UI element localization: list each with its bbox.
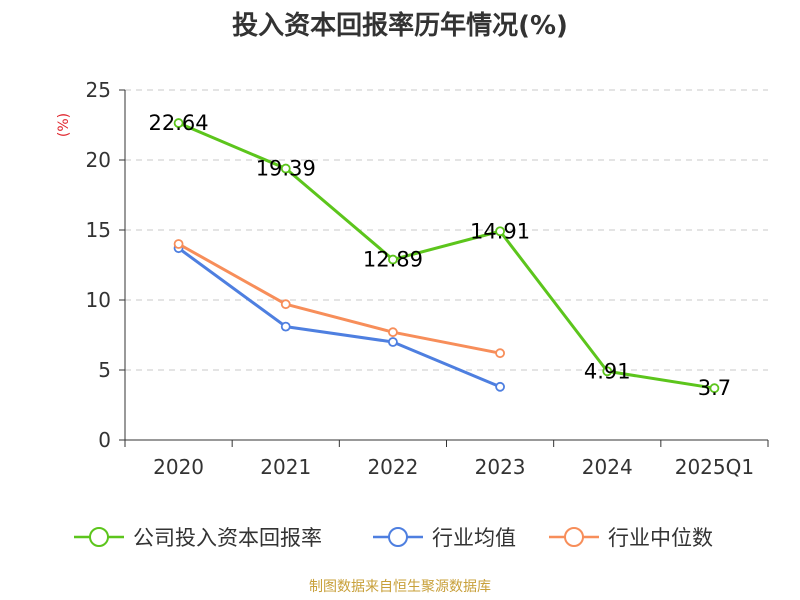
legend-item[interactable]: 公司投入资本回报率 — [74, 526, 322, 550]
data-point[interactable] — [280, 299, 291, 310]
data-point[interactable] — [173, 239, 184, 249]
y-axis-label: (%) — [56, 113, 72, 137]
data-label: 14.91 — [470, 219, 530, 243]
data-point[interactable] — [388, 327, 398, 338]
y-tick-label: 10 — [86, 288, 111, 312]
data-label: 22.64 — [149, 111, 209, 135]
legend[interactable]: 公司投入资本回报率 行业均值 行业中位数 — [74, 526, 713, 550]
x-tick-label: 2023 — [475, 455, 526, 479]
legend-marker — [388, 527, 408, 547]
legend-label: 公司投入资本回报率 — [133, 526, 322, 550]
legend-label: 行业均值 — [432, 526, 516, 550]
legend-marker — [564, 527, 584, 547]
data-point[interactable] — [709, 383, 720, 394]
data-point[interactable] — [388, 337, 398, 347]
series-line — [177, 246, 501, 389]
data-label: 12.89 — [363, 248, 423, 272]
source-note: 制图数据来自恒生聚源数据库 — [309, 579, 491, 595]
y-tick-label: 0 — [98, 428, 111, 452]
axes: 0 5 10 15 20 25 2020 2021 2022 2023 2024 2025Q1 — [86, 78, 769, 479]
legend-item[interactable]: 行业中位数 — [549, 526, 713, 550]
y-tick-label: 5 — [98, 358, 111, 382]
data-label: 19.39 — [256, 157, 316, 181]
gridlines — [125, 89, 768, 371]
data-labels: 22.64 19.39 12.89 14.91 4.91 3.7 — [149, 111, 732, 400]
series-line — [177, 121, 715, 390]
data-point[interactable] — [173, 118, 184, 128]
x-tick-label: 2020 — [153, 455, 204, 479]
data-point[interactable] — [495, 226, 505, 237]
series-layer — [173, 118, 720, 394]
x-tick-label: 2022 — [367, 455, 418, 479]
series-2 — [173, 239, 505, 359]
data-point[interactable] — [388, 254, 398, 265]
data-point[interactable] — [280, 163, 291, 174]
legend-label: 行业中位数 — [608, 526, 713, 550]
series-0 — [173, 118, 720, 394]
series-line — [177, 242, 501, 355]
data-label: 4.91 — [584, 359, 631, 383]
data-label: 3.7 — [698, 376, 731, 400]
x-tick-label: 2025Q1 — [675, 455, 754, 479]
x-tick-label: 2024 — [582, 455, 633, 479]
data-point[interactable] — [495, 348, 505, 359]
data-point[interactable] — [495, 381, 505, 392]
y-tick-label: 15 — [86, 218, 111, 242]
chart-title: 投入资本回报率历年情况(%) — [232, 10, 568, 41]
data-point[interactable] — [602, 366, 613, 377]
legend-marker — [89, 527, 109, 547]
y-tick-label: 20 — [86, 148, 111, 172]
y-tick-label: 25 — [86, 78, 111, 102]
legend-item[interactable]: 行业均值 — [373, 526, 516, 550]
x-tick-label: 2021 — [260, 455, 311, 479]
data-point[interactable] — [280, 321, 291, 332]
